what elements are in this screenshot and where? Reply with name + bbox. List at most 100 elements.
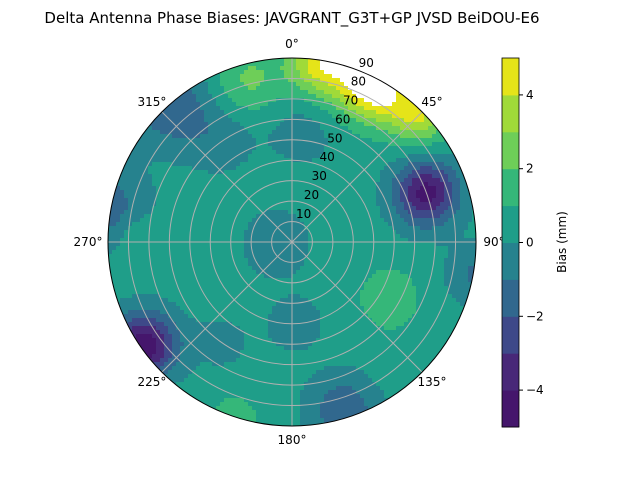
contour-cell (440, 202, 445, 207)
contour-cell (132, 294, 137, 299)
contour-cell (224, 74, 229, 79)
contour-cell (176, 98, 181, 103)
contour-cell (260, 242, 265, 247)
contour-cell (172, 218, 177, 223)
contour-cell (440, 146, 445, 151)
contour-cell (444, 278, 449, 283)
contour-cell (368, 110, 373, 115)
contour-cell (344, 154, 349, 159)
contour-cell (380, 106, 385, 111)
contour-cell (392, 202, 397, 207)
contour-cell (400, 206, 405, 211)
contour-cell (352, 158, 357, 163)
contour-cell (168, 302, 173, 307)
contour-cell (420, 302, 425, 307)
contour-cell (200, 246, 205, 251)
contour-cell (388, 90, 393, 95)
contour-cell (236, 146, 241, 151)
contour-cell (108, 258, 113, 263)
contour-cell (340, 294, 345, 299)
contour-cell (212, 278, 217, 283)
contour-cell (460, 266, 465, 271)
contour-cell (160, 214, 165, 219)
contour-cell (300, 58, 305, 63)
contour-cell (344, 66, 349, 71)
contour-cell (436, 162, 441, 167)
contour-cell (248, 218, 253, 223)
contour-cell (332, 90, 337, 95)
contour-cell (436, 194, 441, 199)
contour-cell (468, 246, 473, 251)
contour-cell (428, 182, 433, 187)
contour-cell (416, 298, 421, 303)
contour-cell (376, 82, 381, 87)
contour-cell (152, 266, 157, 271)
contour-cell (292, 234, 297, 239)
contour-cell (392, 118, 397, 123)
contour-cell (416, 278, 421, 283)
contour-cell (260, 282, 265, 287)
contour-cell (352, 98, 357, 103)
contour-cell (384, 258, 389, 263)
contour-cell (312, 126, 317, 131)
contour-cell (304, 194, 309, 199)
contour-cell (336, 282, 341, 287)
contour-cell (388, 162, 393, 167)
contour-cell (304, 190, 309, 195)
contour-cell (212, 134, 217, 139)
contour-cell (320, 66, 325, 71)
contour-cell (156, 266, 161, 271)
contour-cell (340, 246, 345, 251)
contour-cell (360, 250, 365, 255)
contour-cell (252, 126, 257, 131)
contour-cell (268, 190, 273, 195)
contour-cell (288, 154, 293, 159)
contour-cell (212, 142, 217, 147)
contour-cell (272, 66, 277, 71)
contour-cell (160, 166, 165, 171)
contour-cell (120, 282, 125, 287)
contour-cell (324, 222, 329, 227)
contour-cell (336, 190, 341, 195)
contour-cell (304, 86, 309, 91)
contour-cell (328, 126, 333, 131)
contour-cell (212, 254, 217, 259)
contour-cell (464, 258, 469, 263)
contour-cell (408, 106, 413, 111)
contour-cell (440, 254, 445, 259)
contour-cell (352, 78, 357, 83)
contour-cell (416, 186, 421, 191)
contour-cell (132, 266, 137, 271)
contour-cell (424, 246, 429, 251)
contour-cell (288, 166, 293, 171)
contour-cell (324, 230, 329, 235)
contour-cell (456, 178, 461, 183)
contour-cell (340, 126, 345, 131)
contour-cell (160, 174, 165, 179)
contour-cell (256, 182, 261, 187)
contour-cell (344, 114, 349, 119)
contour-cell (376, 230, 381, 235)
contour-cell (340, 254, 345, 259)
contour-cell (284, 290, 289, 295)
contour-cell (232, 154, 237, 159)
contour-cell (388, 110, 393, 115)
contour-cell (400, 286, 405, 291)
contour-cell (288, 162, 293, 167)
contour-cell (348, 98, 353, 103)
contour-cell (424, 118, 429, 123)
contour-cell (244, 182, 249, 187)
contour-cell (232, 302, 237, 307)
contour-cell (444, 242, 449, 247)
contour-cell (372, 266, 377, 271)
contour-cell (392, 230, 397, 235)
contour-cell (440, 242, 445, 247)
contour-cell (320, 154, 325, 159)
contour-cell (356, 218, 361, 223)
contour-cell (376, 174, 381, 179)
contour-cell (464, 278, 469, 283)
contour-cell (152, 262, 157, 267)
contour-cell (228, 298, 233, 303)
contour-cell (252, 186, 257, 191)
contour-cell (232, 250, 237, 255)
